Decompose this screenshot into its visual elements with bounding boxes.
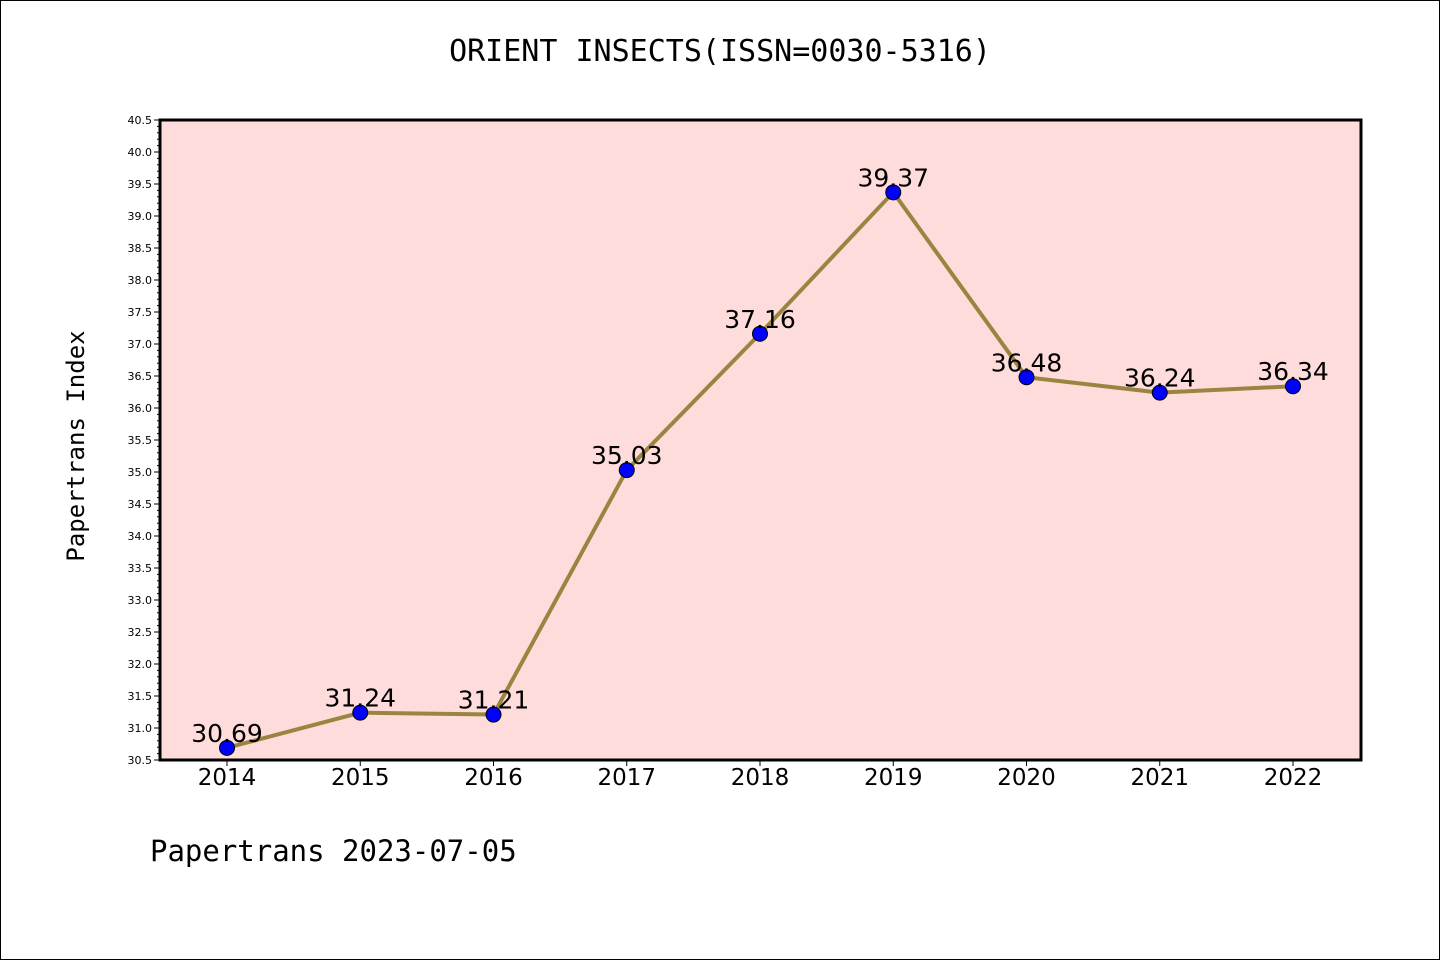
y-tick-label: 33.0: [128, 594, 153, 607]
y-tick-label: 35.0: [128, 466, 153, 479]
y-tick-label: 36.0: [128, 402, 153, 415]
x-tick-label: 2021: [1130, 765, 1189, 791]
y-tick-label: 35.5: [128, 434, 153, 447]
y-tick-label: 38.0: [128, 274, 153, 287]
data-point: [618, 462, 635, 479]
data-label: 36.24: [1124, 364, 1196, 393]
y-tick-label: 32.5: [128, 626, 153, 639]
data-label: 30.69: [191, 719, 263, 748]
x-tick-label: 2015: [331, 765, 390, 791]
y-tick-label: 36.5: [128, 370, 153, 383]
x-tick-label: 2020: [997, 765, 1056, 791]
plot-border: [158, 118, 1363, 762]
data-label: 31.21: [458, 686, 530, 715]
y-tick-label: 39.5: [128, 178, 153, 191]
x-axis: 2014 2015 2016 2017 2018 2019 2020 2021 2022: [198, 760, 1323, 791]
x-tick-label: 2019: [864, 765, 923, 791]
y-tick-label: 39.0: [128, 210, 153, 223]
y-tick-label: 31.5: [128, 690, 153, 703]
y-tick-label: 40.0: [128, 146, 153, 159]
y-tick-label: 30.5: [128, 754, 153, 767]
data-point: [1285, 378, 1301, 395]
x-tick-label: 2018: [731, 765, 790, 791]
y-tick-label: 37.5: [128, 306, 153, 319]
data-point: [485, 706, 502, 723]
y-axis: 30.5 31.0 31.5 32.0 32.5 33.0 33.5 34.0 34.5 35.0…: [128, 114, 160, 767]
data-label: 31.24: [324, 684, 396, 713]
data-label: 35.03: [591, 441, 663, 470]
y-tick-label: 37.0: [128, 338, 153, 351]
chart-title: ORIENT INSECTS(ISSN=0030-5316): [449, 34, 991, 69]
data-point: [885, 184, 902, 201]
footer-text: Papertrans 2023-07-05: [150, 834, 517, 868]
data-point: [219, 739, 235, 756]
y-tick-label: 38.5: [128, 242, 153, 255]
x-tick-label: 2017: [597, 765, 656, 791]
y-tick-label: 32.0: [128, 658, 153, 671]
data-labels: 30.69 31.24 31.21 35.03 37.16 39.37 36.48 36.24…: [191, 163, 1329, 748]
x-tick-label: 2014: [198, 765, 257, 791]
plot-area: [160, 120, 1361, 760]
y-tick-label: 31.0: [128, 722, 153, 735]
y-tick-label: 34.5: [128, 498, 153, 511]
y-tick-label: 34.0: [128, 530, 153, 543]
data-point: [752, 325, 768, 342]
data-label: 37.16: [724, 305, 796, 334]
data-point: [1018, 369, 1035, 386]
data-label: 39.37: [857, 163, 929, 192]
y-tick-label: 33.5: [128, 562, 153, 575]
data-label: 36.34: [1257, 357, 1329, 386]
x-tick-label: 2022: [1264, 765, 1323, 791]
data-point: [1151, 384, 1168, 401]
data-point: [352, 704, 369, 721]
data-label: 36.48: [991, 348, 1063, 377]
x-tick-label: 2016: [464, 765, 523, 791]
y-tick-label: 40.5: [128, 114, 153, 127]
data-markers: [219, 184, 1301, 756]
